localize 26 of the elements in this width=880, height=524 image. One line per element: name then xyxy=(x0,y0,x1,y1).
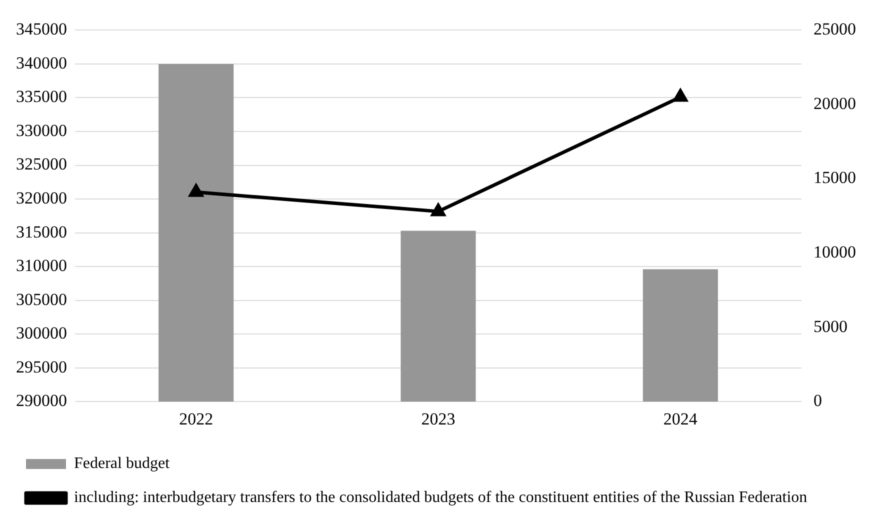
legend-label: including: interbudgetary transfers to the consolidated budgets of the constituent entities of the Russian Federation xyxy=(74,489,808,506)
y-tick-label: 300000 xyxy=(16,324,67,343)
y2-tick-label: 20000 xyxy=(814,94,856,113)
y-tick-label: 330000 xyxy=(16,120,67,140)
point xyxy=(189,184,204,197)
y-tick-label: 320000 xyxy=(16,188,67,208)
y2-tick-label: 25000 xyxy=(814,20,856,39)
y-tick-label: 295000 xyxy=(16,357,67,376)
y-tick-label: 310000 xyxy=(16,256,67,276)
y2-tick-label: 15000 xyxy=(814,168,856,188)
y-tick-label: 315000 xyxy=(16,222,67,242)
x-tick-label: 2023 xyxy=(421,409,456,428)
y-tick-label: 290000 xyxy=(16,391,67,410)
y2-tick-label: 0 xyxy=(814,391,822,410)
x-tick-label: 2022 xyxy=(179,409,214,428)
y-tick-label: 325000 xyxy=(16,154,67,174)
y-tick-label: 345000 xyxy=(16,20,67,39)
legend-label: Federal budget xyxy=(74,455,170,472)
point xyxy=(431,204,446,216)
y2-tick-label: 10000 xyxy=(814,242,856,262)
x-tick-label: 2024 xyxy=(663,409,698,428)
y-tick-label: 340000 xyxy=(16,53,67,72)
point xyxy=(673,89,688,102)
y2-tick-label: 5000 xyxy=(814,316,848,336)
y-tick-label: 305000 xyxy=(16,290,67,309)
y-tick-label: 335000 xyxy=(16,87,67,106)
